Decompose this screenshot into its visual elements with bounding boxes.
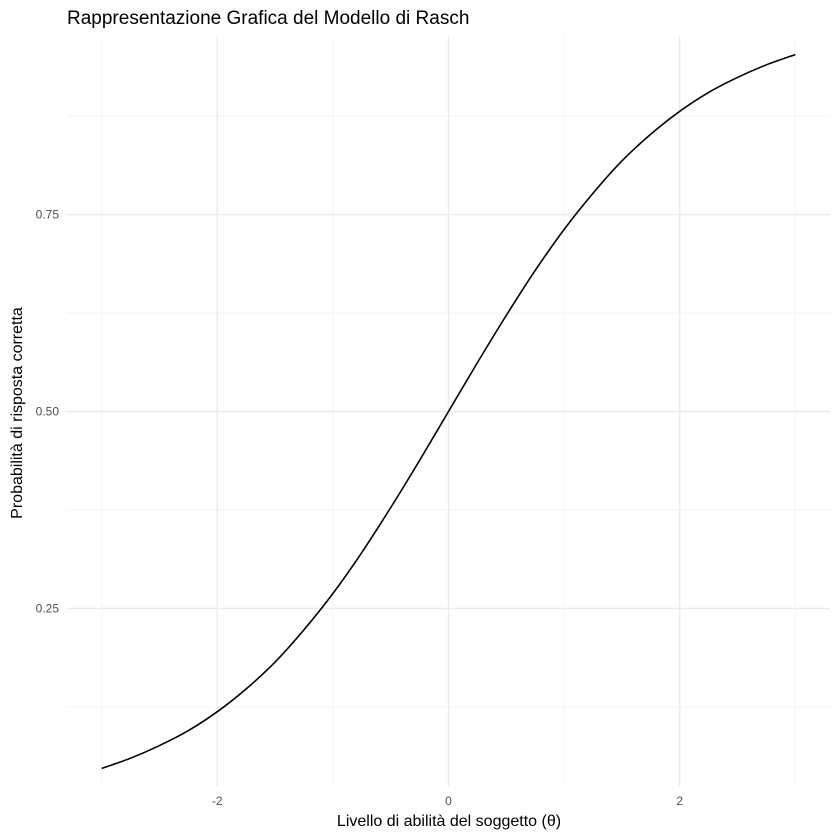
chart-title: Rappresentazione Grafica del Modello di … [67, 8, 469, 29]
y-tick-label: 0.75 [36, 208, 60, 222]
y-tick-label: 0.50 [36, 405, 60, 419]
x-tick-label: 2 [676, 794, 683, 808]
x-tick-label: -2 [212, 794, 223, 808]
probability-curve [101, 53, 796, 770]
x-tick-label: 0 [445, 794, 452, 808]
x-axis-title: Livello di abilità del soggetto (θ) [337, 813, 561, 830]
series-layer [101, 53, 796, 770]
y-axis-title: Probabilità di risposta corretta [9, 307, 26, 519]
y-tick-label: 0.25 [36, 601, 60, 615]
tick-labels: -2 0 2 0.25 0.50 0.75 [36, 208, 684, 808]
